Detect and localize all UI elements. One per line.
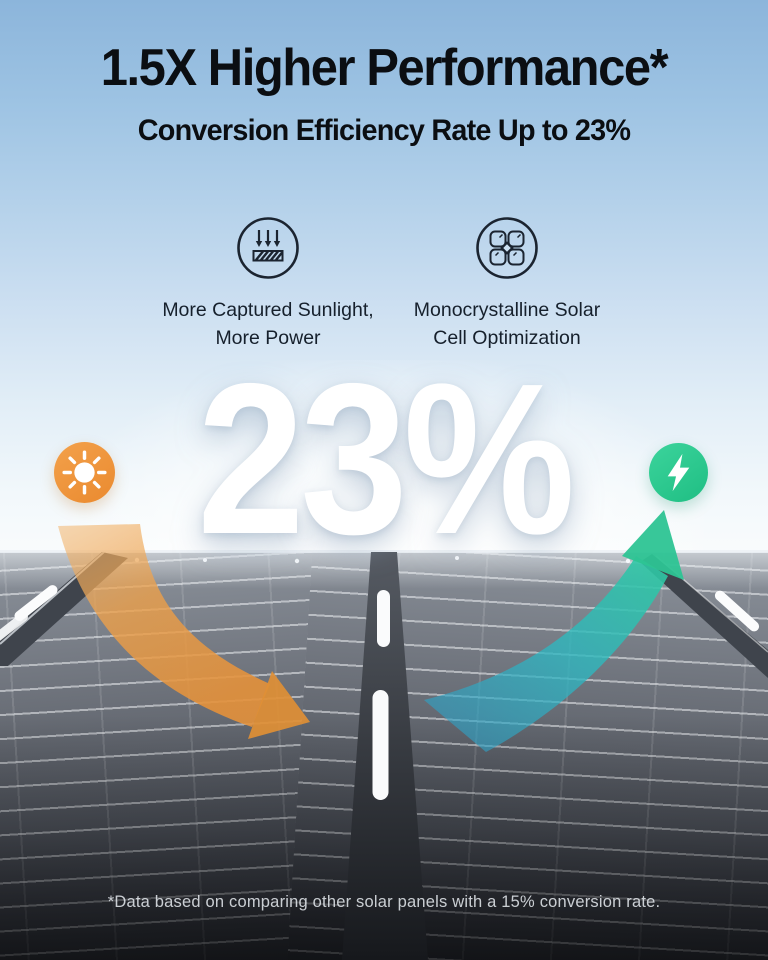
page-subtitle: Conversion Efficiency Rate Up to 23%	[137, 114, 631, 147]
feature-sunlight: More Captured Sunlight, More Power	[118, 216, 418, 352]
solar-cells-icon	[475, 216, 539, 280]
orange-flow-arrow	[58, 524, 310, 739]
page-title: 1.5X Higher Performance*	[100, 39, 669, 97]
sunlight-arrows-icon	[236, 216, 300, 280]
lightning-bolt-icon	[649, 443, 708, 502]
panel-center-seam	[342, 552, 428, 960]
feature-monocrystalline-label: Monocrystalline Solar Cell Optimization	[357, 297, 657, 352]
efficiency-value: 23%	[197, 338, 575, 579]
feature-monocrystalline-line1: Monocrystalline Solar	[413, 299, 601, 321]
feature-monocrystalline: Monocrystalline Solar Cell Optimization	[357, 216, 657, 352]
feature-sunlight-line2: More Power	[215, 326, 321, 349]
teal-flow-arrow	[424, 510, 684, 752]
feature-sunlight-label: More Captured Sunlight, More Power	[118, 297, 418, 352]
feature-sunlight-line1: More Captured Sunlight,	[162, 299, 374, 321]
feature-monocrystalline-line2: Cell Optimization	[433, 326, 581, 349]
sun-icon	[54, 442, 115, 503]
footnote: *Data based on comparing other solar pan…	[107, 893, 661, 911]
